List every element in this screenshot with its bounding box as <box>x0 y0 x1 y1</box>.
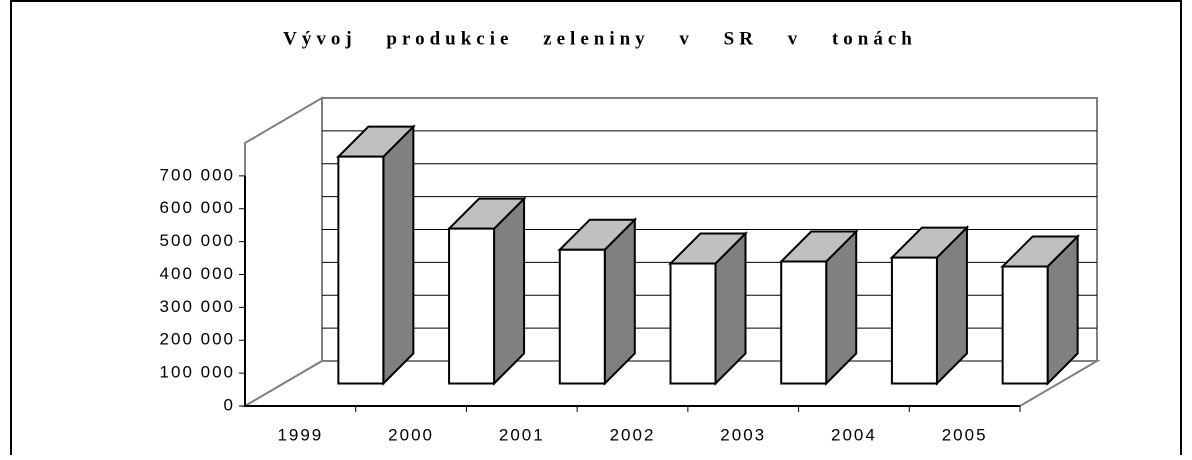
y-tick-label: 400 000 <box>160 264 235 283</box>
bar <box>446 196 527 386</box>
y-tick-label: 200 000 <box>160 330 235 349</box>
bar <box>335 124 416 386</box>
x-tick-label: 2004 <box>831 425 877 444</box>
x-tick-label: 2002 <box>610 425 656 444</box>
chart-title: Vývoj produkcie zeleniny v SR v tonách <box>283 28 917 49</box>
x-tick-label: 2000 <box>388 425 434 444</box>
bar <box>668 231 748 386</box>
bar-front <box>448 227 496 385</box>
bar <box>778 229 859 386</box>
x-tick-label: 1999 <box>277 425 323 444</box>
y-tick-label: 600 000 <box>160 198 235 217</box>
side-wall <box>244 96 323 408</box>
y-tick-label: 100 000 <box>160 363 235 382</box>
y-tick-label: 700 000 <box>160 165 235 184</box>
bar-front <box>1001 265 1049 385</box>
x-tick-label: 2003 <box>720 425 766 444</box>
x-tick-label: 2005 <box>942 425 988 444</box>
bar-front <box>780 260 828 385</box>
bar-front <box>337 155 385 385</box>
bar-front <box>558 248 606 385</box>
bar <box>1000 234 1081 386</box>
bar-front <box>669 262 717 385</box>
bar <box>557 217 638 386</box>
y-tick-label: 0 <box>224 395 235 414</box>
y-tick-label: 500 000 <box>160 231 235 250</box>
frame <box>10 0 1182 460</box>
bar <box>889 225 970 386</box>
bar-side <box>382 124 415 386</box>
y-tick-label: 300 000 <box>160 297 235 316</box>
x-tick-label: 2001 <box>499 425 545 444</box>
bar-front <box>890 256 938 385</box>
bar-side <box>493 196 526 386</box>
